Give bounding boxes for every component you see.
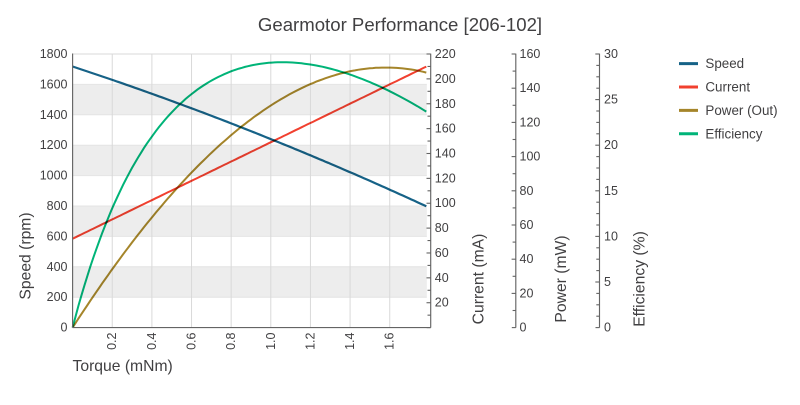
svg-text:1.0: 1.0 (264, 332, 278, 349)
svg-text:160: 160 (520, 47, 541, 61)
svg-text:25: 25 (604, 93, 618, 107)
svg-text:140: 140 (435, 146, 456, 160)
svg-text:1000: 1000 (40, 169, 68, 183)
svg-text:Power (Out): Power (Out) (705, 103, 777, 118)
svg-text:1200: 1200 (40, 138, 68, 152)
svg-text:Power (mW): Power (mW) (553, 235, 570, 322)
svg-text:120: 120 (520, 115, 541, 129)
svg-text:0: 0 (604, 321, 611, 335)
svg-text:Speed: Speed (705, 56, 744, 71)
svg-text:1800: 1800 (40, 47, 68, 61)
svg-text:40: 40 (435, 271, 449, 285)
svg-text:15: 15 (604, 184, 618, 198)
svg-text:Speed (rpm): Speed (rpm) (18, 212, 35, 299)
svg-text:20: 20 (520, 286, 534, 300)
svg-text:1600: 1600 (40, 77, 68, 91)
svg-text:0.2: 0.2 (105, 332, 119, 349)
svg-text:Efficiency: Efficiency (705, 126, 762, 141)
svg-text:0.6: 0.6 (185, 332, 199, 349)
svg-text:Gearmotor Performance [206-102: Gearmotor Performance [206-102] (258, 14, 542, 35)
svg-text:40: 40 (520, 252, 534, 266)
svg-text:Efficiency (%): Efficiency (%) (632, 231, 649, 327)
svg-text:800: 800 (47, 199, 68, 213)
svg-text:220: 220 (435, 47, 456, 61)
svg-text:10: 10 (604, 229, 618, 243)
svg-text:100: 100 (435, 196, 456, 210)
svg-text:80: 80 (435, 221, 449, 235)
svg-text:Torque (mNm): Torque (mNm) (73, 358, 173, 375)
svg-text:0: 0 (520, 321, 527, 335)
svg-text:200: 200 (435, 72, 456, 86)
svg-text:400: 400 (47, 260, 68, 274)
svg-text:160: 160 (435, 122, 456, 136)
svg-text:1.6: 1.6 (383, 332, 397, 349)
svg-text:5: 5 (604, 275, 611, 289)
svg-text:0.4: 0.4 (145, 332, 159, 349)
svg-text:20: 20 (604, 138, 618, 152)
svg-text:0.8: 0.8 (224, 332, 238, 349)
svg-text:200: 200 (47, 290, 68, 304)
svg-text:0: 0 (61, 321, 68, 335)
svg-text:1.2: 1.2 (303, 332, 317, 349)
svg-text:80: 80 (520, 184, 534, 198)
svg-text:1400: 1400 (40, 108, 68, 122)
svg-text:Current: Current (705, 80, 750, 95)
svg-text:180: 180 (435, 97, 456, 111)
svg-text:30: 30 (604, 47, 618, 61)
svg-text:600: 600 (47, 229, 68, 243)
svg-text:20: 20 (435, 296, 449, 310)
svg-text:60: 60 (435, 246, 449, 260)
svg-text:140: 140 (520, 81, 541, 95)
svg-text:Current (mA): Current (mA) (470, 234, 487, 325)
svg-text:100: 100 (520, 150, 541, 164)
svg-text:1.4: 1.4 (343, 332, 357, 349)
svg-text:120: 120 (435, 171, 456, 185)
svg-text:60: 60 (520, 218, 534, 232)
